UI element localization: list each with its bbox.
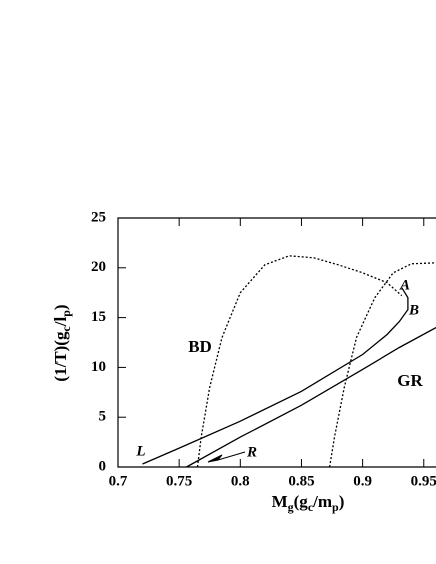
curve (328, 262, 436, 468)
annotation: GR (397, 371, 423, 390)
arrow (207, 451, 246, 463)
x-axis-label-part: /m (312, 492, 332, 511)
x-axis-label-part: (g (294, 492, 309, 511)
y-tick-label: 0 (99, 458, 107, 474)
x-tick-label: 0.75 (166, 473, 192, 489)
y-axis-label-part: ) (51, 304, 70, 310)
frame (117, 217, 436, 468)
x-tick-label: 0.95 (411, 473, 436, 489)
x-axis-label-part: M (272, 492, 288, 511)
y-tick-label: 25 (91, 209, 106, 225)
x-axis-label-part: c (308, 500, 314, 514)
y-axis-label-part: /l (51, 316, 70, 327)
x-tick-label: 0.85 (288, 473, 314, 489)
x-tick-label: 0.7 (109, 473, 128, 489)
x-axis-label-part: g (288, 500, 294, 514)
y-tick-label: 20 (91, 259, 106, 275)
y-tick-label: 5 (99, 409, 107, 425)
y-axis-label: (1/T)(gc/lp) (51, 304, 73, 381)
x-axis-label-part: ) (339, 492, 345, 511)
y-axis-label-part: c (59, 326, 73, 332)
annotation: L (135, 443, 145, 459)
annotation: R (246, 444, 257, 460)
annotation: B (408, 302, 419, 318)
curve (142, 287, 409, 465)
y-tick-label: 15 (91, 309, 106, 325)
x-tick-label: 0.8 (231, 473, 250, 489)
y-axis-label-part: (1/T)(g (51, 331, 70, 382)
annotation: BD (188, 337, 212, 356)
y-tick-label: 10 (91, 359, 106, 375)
x-axis-label-part: p (332, 500, 339, 514)
annotation: A (399, 277, 410, 293)
y-axis-label-part: p (59, 310, 73, 317)
x-tick-label: 0.9 (353, 473, 372, 489)
curve (196, 255, 403, 468)
curve (186, 327, 436, 468)
x-axis-label: Mg(gc/mp) (272, 492, 345, 514)
